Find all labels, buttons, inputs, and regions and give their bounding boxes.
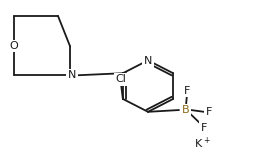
Text: F: F <box>206 107 212 117</box>
Text: +: + <box>203 136 209 145</box>
Text: Cl: Cl <box>115 74 126 84</box>
Text: F: F <box>184 86 190 96</box>
Text: N: N <box>68 70 76 80</box>
Text: O: O <box>10 41 18 51</box>
Text: N: N <box>144 56 152 66</box>
Text: F: F <box>201 123 207 133</box>
Text: B: B <box>182 105 190 115</box>
Text: K: K <box>194 139 202 147</box>
